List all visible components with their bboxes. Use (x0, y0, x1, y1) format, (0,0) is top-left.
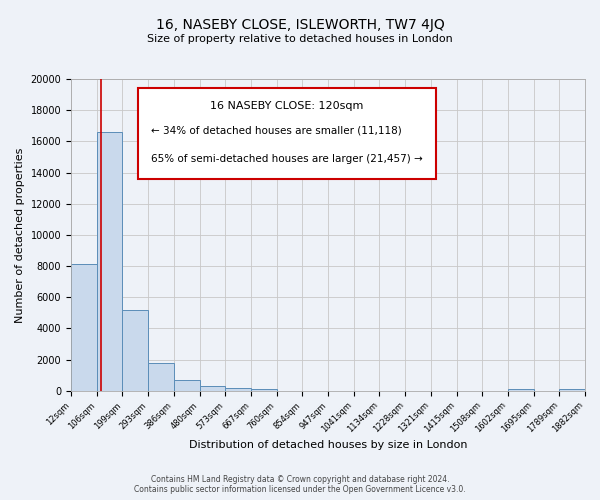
Bar (225, 388, 251, 390)
X-axis label: Distribution of detached houses by size in London: Distribution of detached houses by size … (189, 440, 467, 450)
Y-axis label: Number of detached properties: Number of detached properties (15, 147, 25, 322)
Bar (200, 386, 225, 390)
Bar (122, 310, 148, 390)
Bar (97, 132, 122, 390)
Text: 16, NASEBY CLOSE, ISLEWORTH, TW7 4JQ: 16, NASEBY CLOSE, ISLEWORTH, TW7 4JQ (155, 18, 445, 32)
Bar (71, 264, 97, 390)
Bar (174, 380, 200, 390)
Bar (508, 388, 533, 390)
FancyBboxPatch shape (138, 88, 436, 178)
Text: Contains public sector information licensed under the Open Government Licence v3: Contains public sector information licen… (134, 484, 466, 494)
Bar (148, 364, 174, 390)
Text: ← 34% of detached houses are smaller (11,118): ← 34% of detached houses are smaller (11… (151, 126, 401, 136)
Text: Contains HM Land Registry data © Crown copyright and database right 2024.: Contains HM Land Registry data © Crown c… (151, 475, 449, 484)
Bar (559, 389, 585, 390)
Text: Size of property relative to detached houses in London: Size of property relative to detached ho… (147, 34, 453, 44)
Text: 65% of semi-detached houses are larger (21,457) →: 65% of semi-detached houses are larger (… (151, 154, 422, 164)
Text: 16 NASEBY CLOSE: 120sqm: 16 NASEBY CLOSE: 120sqm (210, 101, 364, 111)
Bar (251, 389, 277, 390)
